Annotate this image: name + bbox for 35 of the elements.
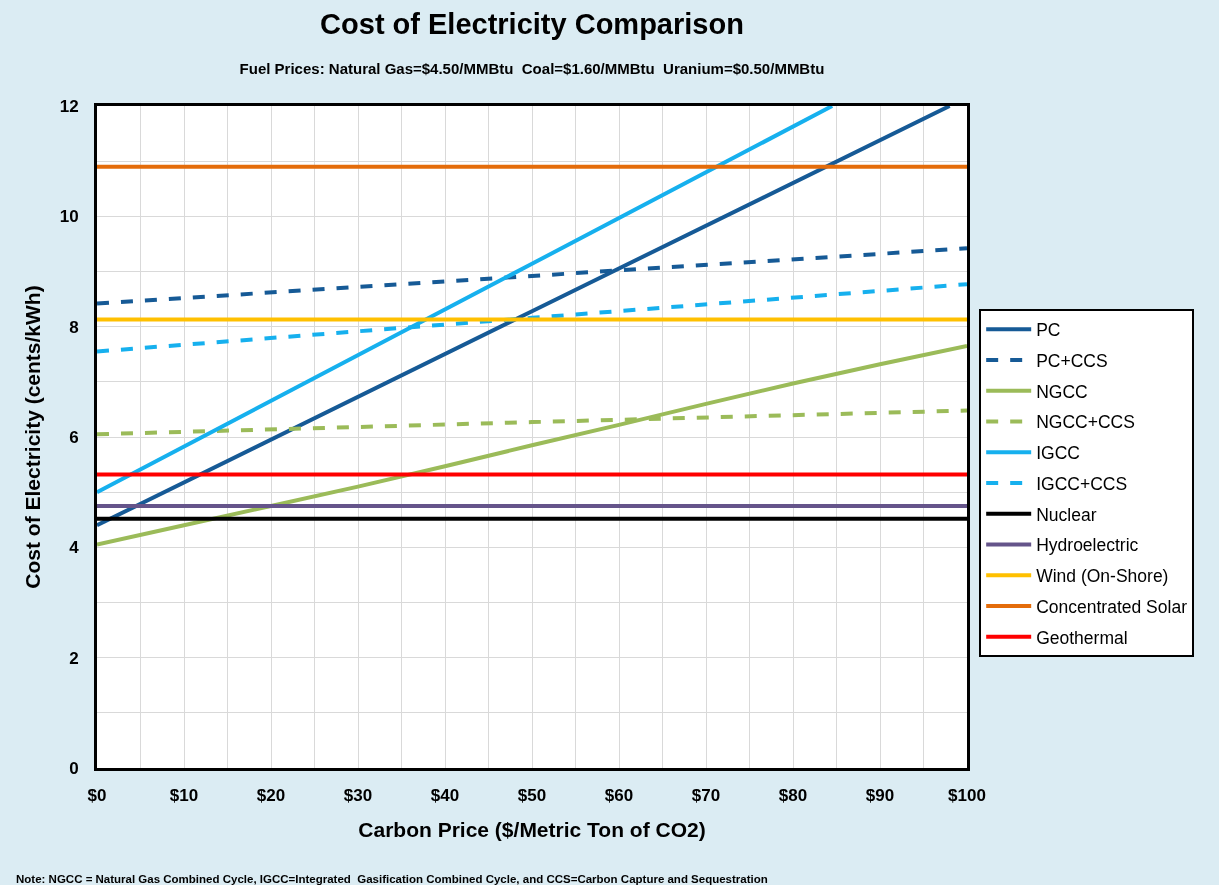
chart-subtitle: Fuel Prices: Natural Gas=$4.50/MMBtu Coal=$1.60/MMBtu Uranium=$0.50/MMBtu (239, 60, 825, 78)
y-tick-label: 8 (69, 317, 79, 337)
x-axis-title: Carbon Price ($/Metric Ton of CO2) (358, 817, 706, 841)
text: Note: NGCC = Natural Gas Combined Cycle, IGCC=Integrated Gasification Combined Cycle, and CCS=Carbon Capture and Sequestration (16, 873, 768, 885)
x-tick-label: $30 (343, 786, 373, 806)
legend-label: NGCC (1036, 381, 1088, 402)
x-tick-label: $80 (778, 786, 808, 806)
x-tick-label: $20 (256, 786, 286, 806)
y-tick-label: 0 (69, 758, 79, 778)
x-tick-label: $70 (691, 786, 721, 806)
y-tick-label: 4 (69, 538, 80, 558)
x-tick-label: $0 (87, 786, 107, 806)
x-tick-label: $50 (517, 786, 547, 806)
legend-label: Wind (On-Shore) (1036, 566, 1169, 587)
legend-label: Hydroelectric (1036, 535, 1139, 556)
x-tick-label: $40 (430, 786, 460, 806)
x-tick-label: $90 (865, 786, 895, 806)
x-tick-label: $100 (948, 786, 986, 806)
legend-label: NGCC+CCS (1036, 412, 1135, 433)
legend-label: IGCC (1036, 443, 1080, 464)
y-tick-label: 2 (69, 648, 79, 668)
x-tick-label: $60 (604, 786, 634, 806)
chart-title: Cost of Electricity Comparison (320, 7, 744, 40)
legend-label: IGCC+CCS (1036, 473, 1128, 494)
legend-label: PC+CCS (1036, 350, 1108, 371)
legend-label: Concentrated Solar (1036, 596, 1188, 617)
legend-label: PC (1036, 320, 1061, 341)
y-tick-label: 12 (59, 96, 79, 116)
legend-label: Nuclear (1036, 504, 1097, 525)
y-tick-label: 10 (59, 207, 79, 227)
line-series (97, 343, 967, 547)
y-tick-label: 6 (69, 427, 79, 447)
legend-label: Geothermal (1036, 627, 1128, 648)
x-tick-label: $10 (169, 786, 199, 806)
y-axis-title: Cost of Electricity (cents/kWh) (20, 285, 44, 589)
